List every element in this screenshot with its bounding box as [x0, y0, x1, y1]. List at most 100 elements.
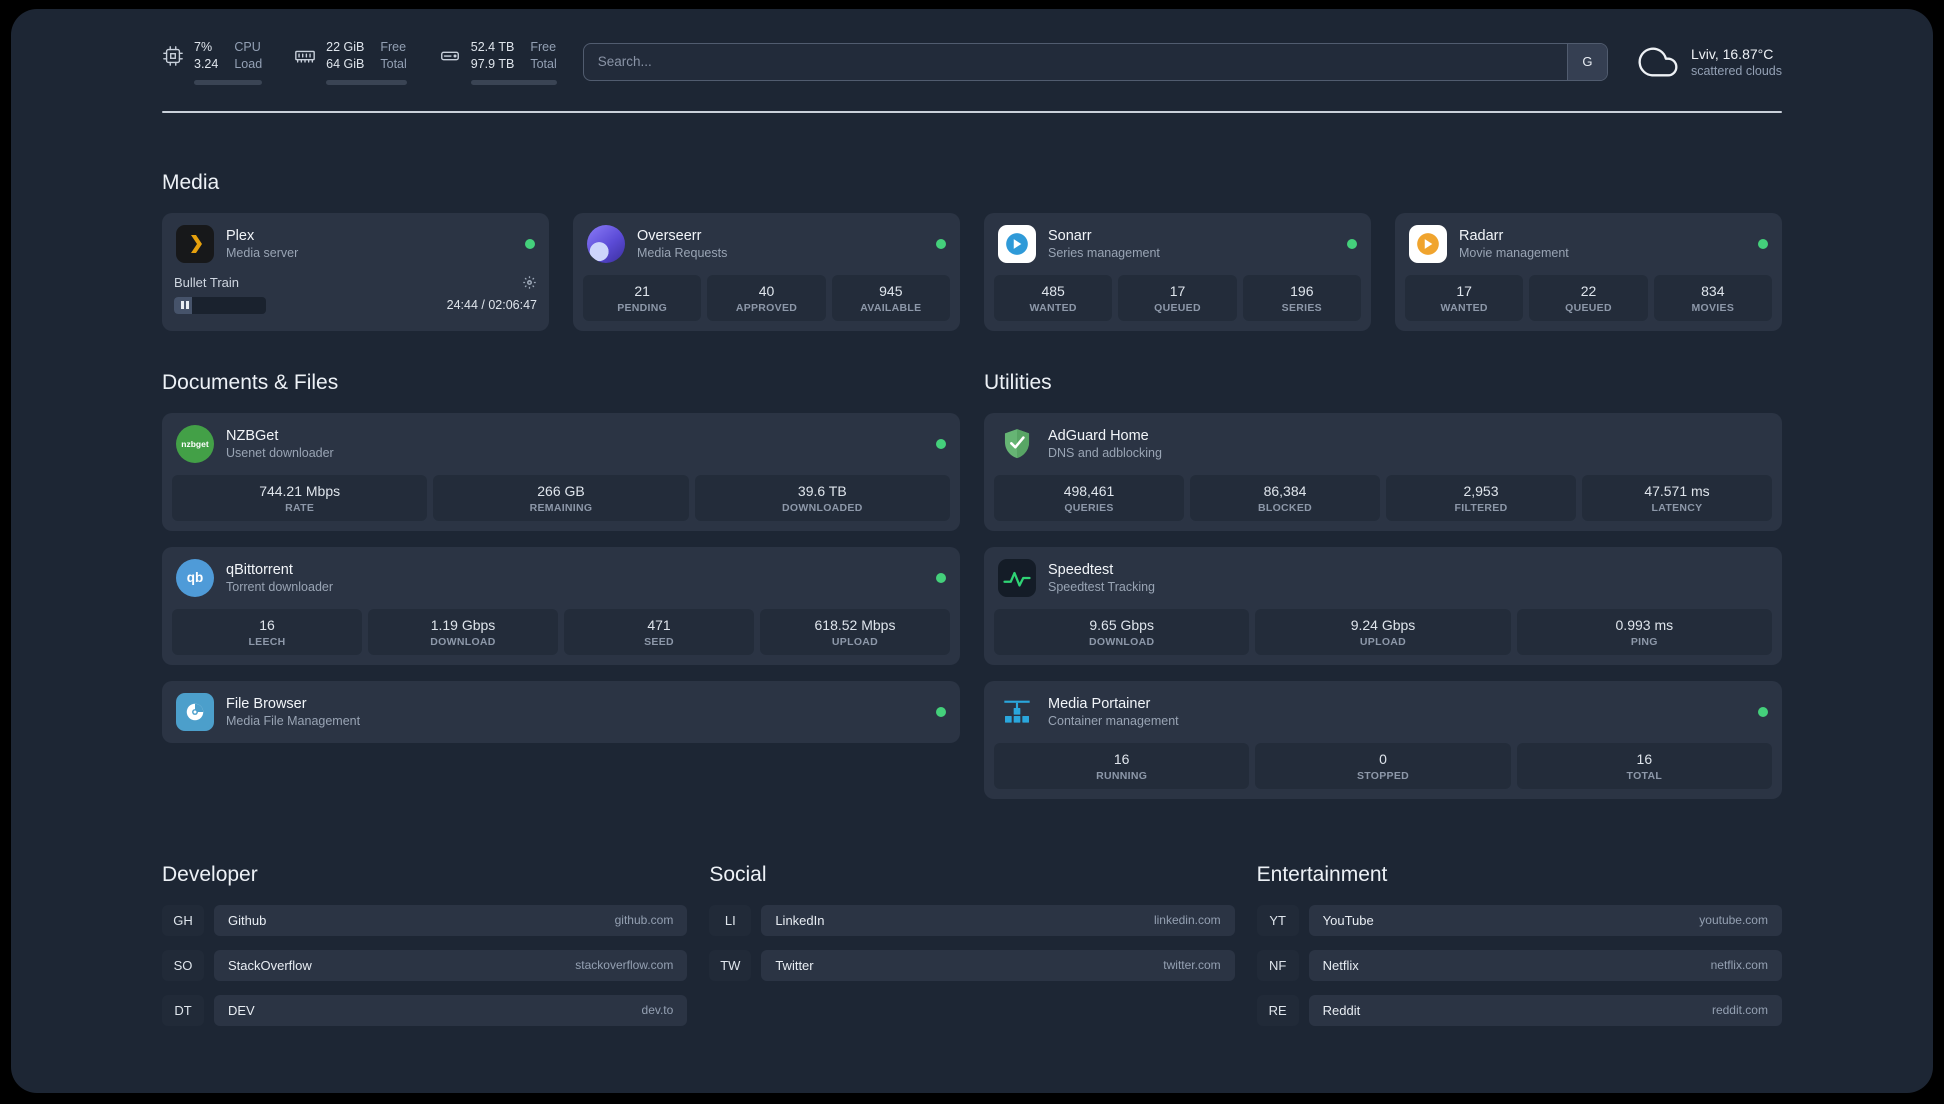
stat-stopped: 0 STOPPED: [1255, 742, 1511, 789]
bookmark-github[interactable]: GH Github github.com: [162, 904, 688, 936]
service-link-radarr[interactable]: Radarr Movie management: [1395, 213, 1782, 275]
bookmark-youtube[interactable]: YT YouTube youtube.com: [1256, 904, 1782, 936]
service-subtitle: Speedtest Tracking: [1048, 579, 1156, 594]
sonarr-icon: [998, 224, 1036, 263]
cpu-icon: [163, 46, 183, 66]
service-stats: 485 WANTED 17 QUEUED 196 SERIES: [984, 274, 1371, 331]
service-link-plex[interactable]: Plex Media server: [162, 213, 549, 275]
portainer-icon: [998, 693, 1036, 731]
service-link-qbittorrent[interactable]: qb qBittorrent Torrent downloader: [162, 547, 960, 609]
bookmark-stackoverflow[interactable]: SO StackOverflow stackoverflow.com: [162, 949, 688, 981]
disk-free-label: Free: [530, 40, 557, 54]
bookmark-pill: Reddit reddit.com: [1308, 994, 1782, 1026]
service-link-nzbget[interactable]: nzbget NZBGet Usenet downloader: [162, 413, 960, 475]
service-link-speedtest[interactable]: Speedtest Speedtest Tracking: [984, 547, 1782, 609]
status-dot: [936, 706, 946, 717]
service-card-speedtest: Speedtest Speedtest Tracking 9.65 Gbps D…: [984, 546, 1782, 665]
now-playing-title: Bullet Train: [174, 274, 240, 290]
service-stats: 21 PENDING 40 APPROVED 945 AVAILABLE: [573, 274, 960, 331]
bookmark-dev[interactable]: DT DEV dev.to: [162, 994, 688, 1026]
header-divider: [162, 110, 1782, 113]
bookmark-group-developer: Developer GH Github github.com SO StackO…: [162, 862, 688, 1040]
cpu-progress-bar: [194, 79, 263, 85]
service-stats: 16 LEECH 1.19 Gbps DOWNLOAD 471 SEED: [162, 608, 960, 665]
pause-icon[interactable]: [181, 301, 189, 309]
service-link-portainer[interactable]: Media Portainer Container management: [984, 681, 1782, 743]
stat-approved: 40 APPROVED: [707, 274, 826, 321]
service-subtitle: Usenet downloader: [226, 445, 334, 460]
status-dot: [1347, 238, 1357, 249]
dashboard-frame: 7% CPU 3.24 Load 22 GiB Free: [11, 9, 1933, 1093]
service-card-nzbget: nzbget NZBGet Usenet downloader 744.21 M…: [162, 412, 960, 531]
service-stats: 498,461 QUERIES 86,384 BLOCKED 2,953 FIL…: [984, 474, 1782, 531]
service-card-adguard: AdGuard Home DNS and adblocking 498,461 …: [984, 412, 1782, 531]
bookmark-abbr: SO: [162, 949, 204, 981]
bookmark-group-entertainment: Entertainment YT YouTube youtube.com NF …: [1256, 862, 1782, 1040]
bookmark-pill: YouTube youtube.com: [1308, 904, 1782, 936]
documents-section-title: Documents & Files: [162, 370, 339, 394]
overseerr-icon: [587, 224, 625, 263]
bookmark-pill: Twitter twitter.com: [761, 949, 1235, 981]
bookmark-netflix[interactable]: NF Netflix netflix.com: [1256, 949, 1782, 981]
memory-icon: [295, 50, 316, 63]
status-dot: [936, 572, 946, 583]
developer-section-title: Developer: [162, 862, 258, 886]
status-dot: [525, 238, 535, 249]
bookmark-twitter[interactable]: TW Twitter twitter.com: [709, 949, 1235, 981]
search-input[interactable]: [582, 42, 1608, 81]
service-name: File Browser: [226, 696, 307, 713]
service-name: Speedtest: [1048, 562, 1114, 579]
bookmark-reddit[interactable]: RE Reddit reddit.com: [1256, 994, 1782, 1026]
service-name: AdGuard Home: [1048, 428, 1149, 445]
disk-widget: 52.4 TB Free 97.9 TB Total: [439, 39, 557, 85]
stat-upload: 9.24 Gbps UPLOAD: [1255, 608, 1511, 655]
social-section-title: Social: [709, 862, 767, 886]
service-link-sonarr[interactable]: Sonarr Series management: [984, 213, 1371, 275]
search-bar: G: [582, 42, 1608, 81]
service-link-filebrowser[interactable]: File Browser Media File Management: [162, 681, 960, 743]
nzbget-icon: nzbget: [176, 424, 214, 463]
plex-now-playing-widget: Bullet Train 24:44 / 02:06:47: [162, 275, 549, 325]
playback-time: 24:44 / 02:06:47: [446, 298, 537, 312]
bookmark-abbr: GH: [162, 904, 204, 936]
service-subtitle: DNS and adblocking: [1048, 445, 1162, 460]
service-card-radarr: Radarr Movie management 17 WANTED 22 QUE…: [1395, 212, 1782, 331]
service-card-sonarr: Sonarr Series management 485 WANTED 17 Q…: [984, 212, 1371, 331]
cloud-icon: [1638, 47, 1678, 77]
utilities-section-title: Utilities: [984, 370, 1052, 394]
weather-widget: Lviv, 16.87°C scattered clouds: [1638, 42, 1782, 82]
cpu-load-value: 3.24: [194, 57, 219, 72]
bookmark-linkedin[interactable]: LI LinkedIn linkedin.com: [709, 904, 1235, 936]
stat-blocked: 86,384 BLOCKED: [1190, 474, 1380, 521]
gear-icon[interactable]: [522, 275, 537, 290]
service-subtitle: Media File Management: [226, 713, 361, 728]
service-subtitle: Torrent downloader: [226, 579, 334, 594]
bookmark-abbr: NF: [1256, 949, 1299, 981]
stat-download: 9.65 Gbps DOWNLOAD: [994, 608, 1250, 655]
bookmark-abbr: YT: [1256, 904, 1299, 936]
service-link-adguard[interactable]: AdGuard Home DNS and adblocking: [984, 413, 1782, 475]
memory-free-label: Free: [380, 40, 407, 54]
service-name: Plex: [226, 228, 255, 245]
service-link-overseerr[interactable]: Overseerr Media Requests: [573, 213, 960, 275]
disk-free-value: 52.4 TB: [470, 40, 515, 54]
radarr-icon: [1409, 224, 1447, 263]
entertainment-section-title: Entertainment: [1256, 862, 1388, 886]
service-card-qbittorrent: qb qBittorrent Torrent downloader 16 LEE…: [162, 546, 960, 665]
service-subtitle: Media Requests: [637, 245, 728, 260]
service-subtitle: Container management: [1048, 713, 1179, 728]
stat-queries: 498,461 QUERIES: [994, 474, 1184, 521]
search-provider-button[interactable]: G: [1566, 43, 1607, 80]
stat-queued: 22 QUEUED: [1529, 274, 1648, 321]
stat-running: 16 RUNNING: [994, 742, 1250, 789]
service-subtitle: Media server: [226, 245, 299, 260]
section-utilities: Utilities AdGuard Home DNS and adblockin…: [984, 371, 1782, 799]
disk-total-value: 97.9 TB: [470, 57, 515, 72]
service-card-plex: Plex Media server Bullet Train: [162, 212, 549, 331]
stat-filtered: 2,953 FILTERED: [1386, 474, 1576, 521]
bookmark-pill: LinkedIn linkedin.com: [761, 904, 1235, 936]
stat-upload: 618.52 Mbps UPLOAD: [760, 608, 950, 655]
playback-progress-bar[interactable]: [174, 296, 266, 314]
service-stats: 17 WANTED 22 QUEUED 834 MOVIES: [1395, 274, 1782, 331]
service-subtitle: Series management: [1048, 245, 1160, 260]
